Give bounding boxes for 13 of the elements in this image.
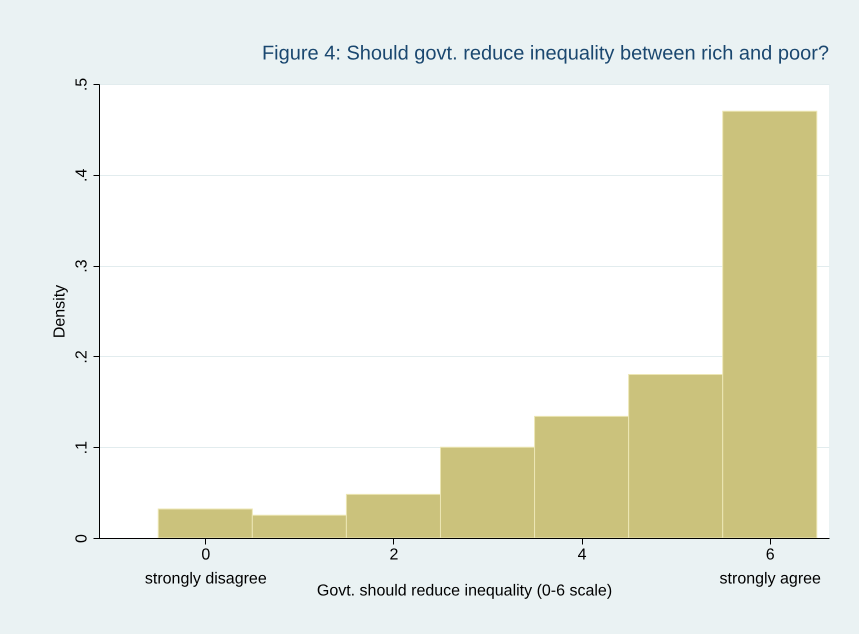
y-tick-label: .4 <box>74 168 90 182</box>
y-tick-label: 0 <box>74 534 90 543</box>
x-tick-label: 0 strongly disagree <box>144 546 267 588</box>
y-tick-label: .1 <box>74 440 90 454</box>
y-tick-label: .5 <box>74 78 90 92</box>
chart-title: Figure 4: Should govt. reduce inequality between rich and poor? <box>262 42 829 64</box>
x-axis-title: Govt. should reduce inequality (0-6 scale) <box>316 582 612 600</box>
y-axis-title: Density <box>52 284 68 338</box>
y-tick-label: .2 <box>74 350 90 364</box>
y-tick-label: .3 <box>74 259 90 273</box>
x-tick-label: 2 <box>389 546 398 564</box>
x-tick-label: 4 <box>578 546 587 564</box>
x-tick-label: 6 strongly agree <box>720 546 822 588</box>
